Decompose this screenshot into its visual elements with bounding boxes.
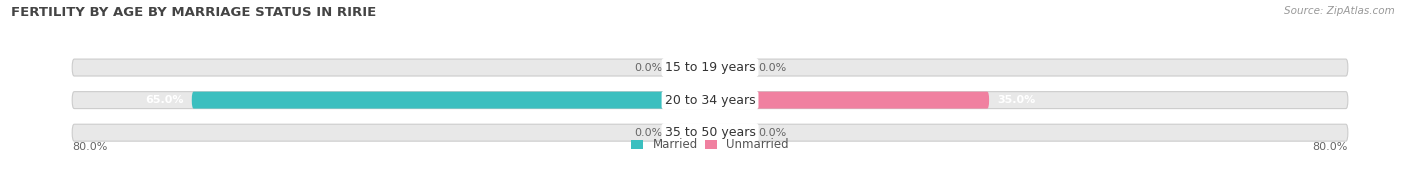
Text: 80.0%: 80.0% <box>72 142 108 152</box>
Text: 35.0%: 35.0% <box>997 95 1035 105</box>
FancyBboxPatch shape <box>710 59 749 76</box>
Legend: Married, Unmarried: Married, Unmarried <box>631 138 789 151</box>
Text: 80.0%: 80.0% <box>1312 142 1348 152</box>
Text: 0.0%: 0.0% <box>758 63 786 73</box>
FancyBboxPatch shape <box>191 92 710 109</box>
FancyBboxPatch shape <box>72 124 1348 141</box>
Text: 20 to 34 years: 20 to 34 years <box>665 94 755 107</box>
Text: 65.0%: 65.0% <box>145 95 184 105</box>
FancyBboxPatch shape <box>671 124 710 141</box>
Text: 0.0%: 0.0% <box>634 128 662 138</box>
Text: Source: ZipAtlas.com: Source: ZipAtlas.com <box>1284 6 1395 16</box>
FancyBboxPatch shape <box>710 124 749 141</box>
FancyBboxPatch shape <box>72 92 1348 109</box>
Text: 15 to 19 years: 15 to 19 years <box>665 61 755 74</box>
Text: 0.0%: 0.0% <box>634 63 662 73</box>
Text: FERTILITY BY AGE BY MARRIAGE STATUS IN RIRIE: FERTILITY BY AGE BY MARRIAGE STATUS IN R… <box>11 6 377 19</box>
FancyBboxPatch shape <box>72 59 1348 76</box>
Text: 0.0%: 0.0% <box>758 128 786 138</box>
FancyBboxPatch shape <box>710 92 988 109</box>
FancyBboxPatch shape <box>671 59 710 76</box>
Text: 35 to 50 years: 35 to 50 years <box>665 126 755 139</box>
